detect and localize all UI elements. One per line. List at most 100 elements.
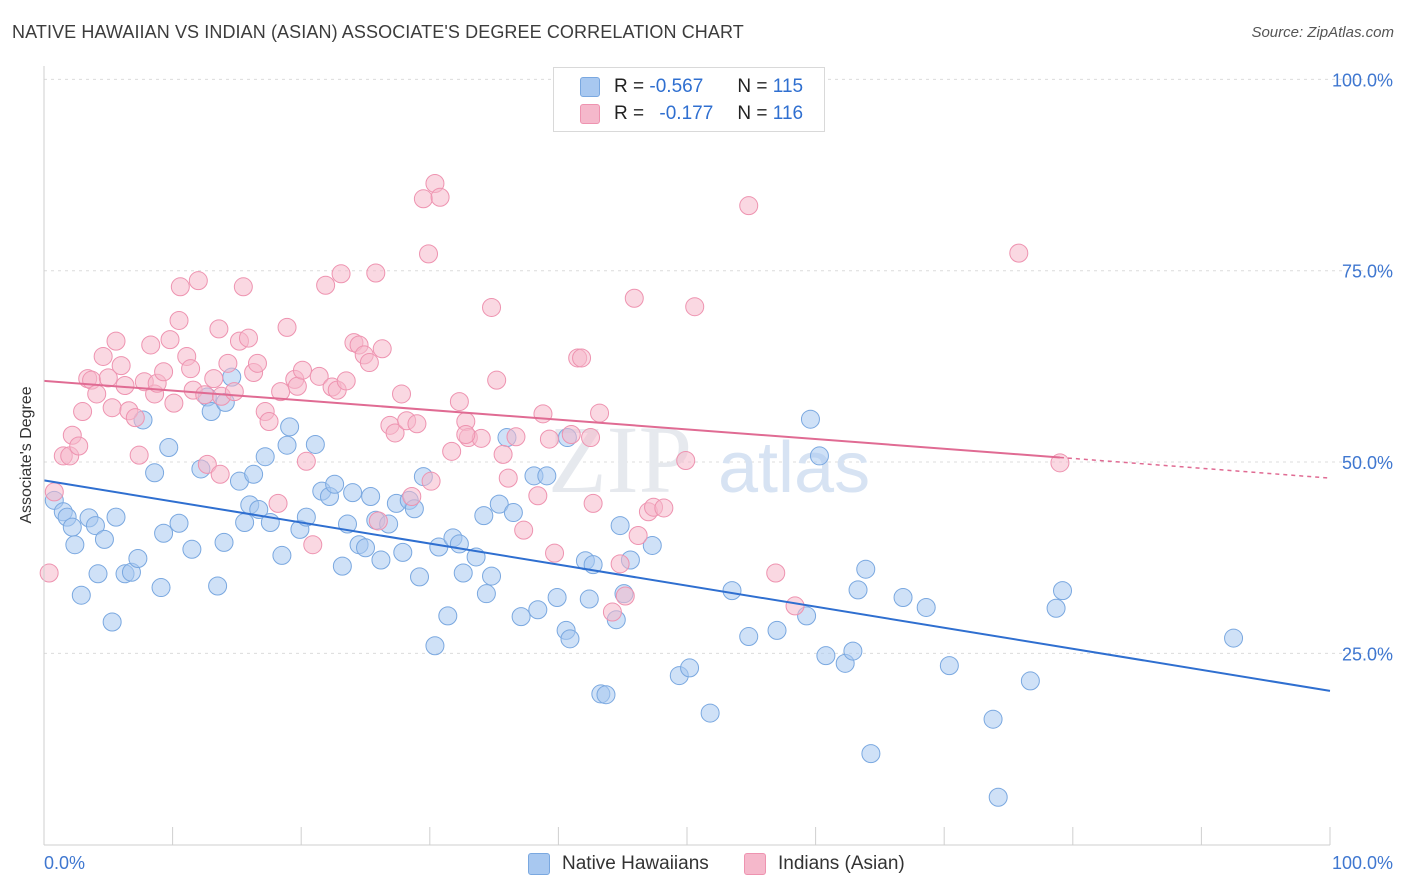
data-point xyxy=(197,454,217,474)
data-point xyxy=(128,548,148,568)
data-point xyxy=(453,563,473,583)
data-point xyxy=(303,535,323,555)
watermark-atlas: atlas xyxy=(718,428,870,508)
chart-title: NATIVE HAWAIIAN VS INDIAN (ASIAN) ASSOCI… xyxy=(12,22,744,42)
data-point xyxy=(154,523,174,543)
data-point xyxy=(94,529,114,549)
data-point xyxy=(861,744,881,764)
data-point xyxy=(145,463,165,483)
data-point xyxy=(188,271,208,291)
data-point xyxy=(159,438,179,458)
data-point xyxy=(1020,671,1040,691)
data-point xyxy=(309,366,329,386)
data-point xyxy=(628,526,648,546)
data-point xyxy=(372,339,392,359)
n-label: N = xyxy=(737,76,768,97)
data-point xyxy=(332,556,352,576)
data-point xyxy=(277,435,297,455)
data-point xyxy=(93,346,113,366)
data-point xyxy=(610,516,630,536)
data-point xyxy=(209,319,229,339)
data-point xyxy=(680,658,700,678)
grid-lines xyxy=(44,78,1392,654)
data-point xyxy=(368,511,388,531)
data-point xyxy=(939,656,959,676)
data-point xyxy=(547,588,567,608)
data-point xyxy=(224,382,244,402)
legend-row-native-hawaiians: R = -0.567 N = 115 xyxy=(580,76,803,98)
x-tick-label: 0.0% xyxy=(44,853,85,873)
data-point xyxy=(182,539,202,559)
bottom-legend-label: Indians (Asian) xyxy=(778,853,905,874)
trend-lines xyxy=(43,379,1331,692)
data-point xyxy=(170,277,190,297)
data-point xyxy=(503,503,523,523)
data-point xyxy=(151,578,171,598)
data-point xyxy=(489,494,509,514)
data-point xyxy=(449,392,469,412)
data-point xyxy=(393,542,413,562)
data-point xyxy=(65,535,85,555)
data-point xyxy=(164,393,184,413)
y-tick-label: 75.0% xyxy=(1342,262,1393,282)
data-point xyxy=(511,607,531,627)
data-point xyxy=(425,636,445,656)
data-point xyxy=(233,277,253,297)
data-point xyxy=(125,408,145,428)
data-point xyxy=(602,602,622,622)
data-point xyxy=(430,187,450,207)
data-point xyxy=(316,275,336,295)
data-point xyxy=(410,567,430,587)
data-point xyxy=(280,417,300,437)
n-value: 115 xyxy=(772,76,804,97)
data-point xyxy=(181,359,201,379)
data-point xyxy=(800,409,820,429)
data-point xyxy=(537,466,557,486)
data-point xyxy=(115,376,135,396)
legend-row-indians-asian: R = -0.177 N = 116 xyxy=(580,103,803,125)
r-value: -0.177 xyxy=(659,103,714,124)
data-point xyxy=(325,474,345,494)
data-point xyxy=(528,486,548,506)
data-point xyxy=(371,550,391,570)
data-point xyxy=(141,335,161,355)
data-point xyxy=(361,486,381,506)
data-point xyxy=(111,356,131,376)
data-point xyxy=(210,464,230,484)
data-point xyxy=(856,559,876,579)
r-label: R = xyxy=(614,76,645,97)
data-point xyxy=(129,445,149,465)
data-point xyxy=(277,317,297,337)
bottom-legend-swatch-blue xyxy=(528,853,550,875)
data-point xyxy=(456,424,476,444)
data-point xyxy=(848,580,868,600)
data-point xyxy=(893,588,913,608)
data-point xyxy=(590,403,610,423)
data-point xyxy=(767,620,787,640)
data-point xyxy=(366,263,386,283)
trend-line-indians-asian-extension xyxy=(1059,456,1331,479)
axes xyxy=(43,66,1331,846)
bottom-legend-label: Native Hawaiians xyxy=(562,853,709,874)
data-point xyxy=(255,447,275,467)
y-tick-label: 100.0% xyxy=(1332,70,1393,90)
data-point xyxy=(343,483,363,503)
source-label: Source: ZipAtlas.com xyxy=(1251,24,1394,41)
data-point xyxy=(244,464,264,484)
data-point xyxy=(106,331,126,351)
data-point xyxy=(247,353,267,373)
data-point xyxy=(474,506,494,526)
data-point xyxy=(1009,243,1029,263)
data-point xyxy=(331,264,351,284)
data-point xyxy=(722,581,742,601)
data-point xyxy=(493,444,513,464)
data-point xyxy=(560,629,580,649)
data-point xyxy=(843,641,863,661)
data-point xyxy=(581,428,601,448)
data-point xyxy=(385,423,405,443)
data-point xyxy=(272,545,292,565)
data-point xyxy=(419,244,439,264)
data-point xyxy=(642,535,662,555)
n-label: N = xyxy=(737,103,768,124)
correlation-legend: R = -0.567 N = 115 R = -0.177 N = 116 xyxy=(553,67,825,132)
